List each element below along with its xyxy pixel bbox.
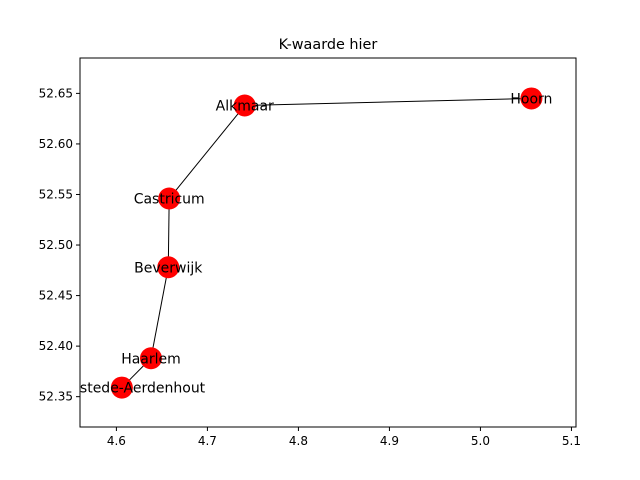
x-tick-label: 4.7 xyxy=(198,434,217,448)
y-axis: 52.35 52.40 52.45 52.50 52.55 52.60 52.65 xyxy=(39,86,80,404)
x-tick-label: 4.8 xyxy=(289,434,308,448)
node-label: Haarlem xyxy=(121,351,181,367)
node-label: Castricum xyxy=(134,192,205,208)
labels-layer: Hoorn Alkmaar Castricum Beverwijk Haarlem Hee… xyxy=(39,91,552,397)
plot-frame xyxy=(79,57,577,428)
edge-3 xyxy=(150,267,169,359)
node-label: Beverwijk xyxy=(134,260,203,276)
node-point xyxy=(139,347,162,370)
node-point xyxy=(157,256,180,279)
x-tick-label: 5.1 xyxy=(562,434,581,448)
y-tick-label: 52.60 xyxy=(39,137,73,151)
y-tick-label: 52.45 xyxy=(39,289,73,303)
y-tick-label: 52.65 xyxy=(39,86,73,100)
x-axis: 4.6 4.7 4.8 4.9 5.0 5.1 xyxy=(107,427,581,448)
node-label: Hoorn xyxy=(510,91,552,107)
y-tick-label: 52.50 xyxy=(39,238,73,252)
x-tick-label: 4.6 xyxy=(107,434,126,448)
chart-title: K-waarde hier xyxy=(279,37,378,53)
node-point xyxy=(110,376,133,399)
node-point xyxy=(158,187,181,210)
y-tick-label: 52.55 xyxy=(39,187,73,201)
node-label: Alkmaar xyxy=(216,99,274,115)
edge-2 xyxy=(167,198,170,268)
node-point xyxy=(520,87,543,110)
node-point xyxy=(233,94,256,117)
nodes-layer xyxy=(110,87,543,399)
y-tick-label: 52.40 xyxy=(39,339,73,353)
edge-1 xyxy=(168,105,246,199)
edges-layer xyxy=(121,97,532,388)
x-tick-label: 5.0 xyxy=(471,434,490,448)
edge-0 xyxy=(244,97,532,107)
node-label: Heemstede-Aerdenhout xyxy=(39,381,206,397)
x-tick-label: 4.9 xyxy=(380,434,399,448)
y-tick-label: 52.35 xyxy=(39,390,73,404)
